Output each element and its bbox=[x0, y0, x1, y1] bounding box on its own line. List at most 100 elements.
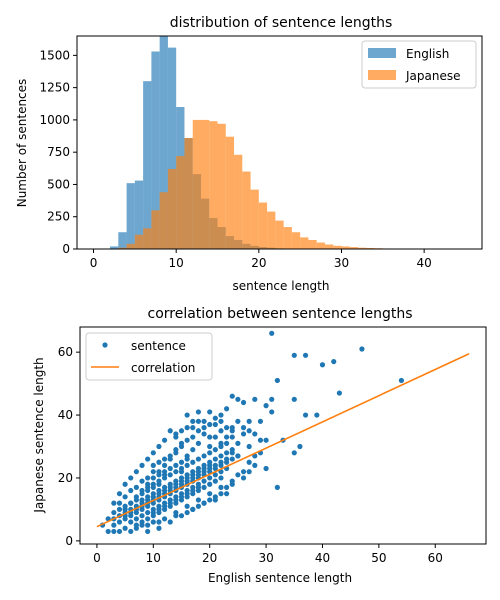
scatter-point bbox=[128, 487, 134, 494]
scatter-point bbox=[173, 462, 179, 468]
scatter-point bbox=[201, 469, 207, 475]
scatter-point bbox=[224, 456, 230, 462]
legend: English Japanese bbox=[361, 40, 477, 89]
y-axis-ticks: 0 20 40 60 bbox=[58, 345, 80, 548]
y-tick-label: 750 bbox=[47, 145, 70, 159]
scatter-point bbox=[240, 425, 247, 431]
scatter-point bbox=[252, 462, 258, 468]
scatter-point bbox=[139, 462, 145, 468]
scatter-point bbox=[269, 330, 275, 336]
scatter-point bbox=[150, 519, 156, 525]
chart-title: correlation between sentence lengths bbox=[148, 306, 413, 322]
scatter-point bbox=[246, 428, 252, 434]
scatter-point bbox=[184, 425, 190, 431]
scatter-point bbox=[201, 478, 207, 484]
scatter-point bbox=[235, 472, 241, 478]
scatter-point bbox=[128, 519, 134, 525]
y-axis-ticks: 0 250 500 750 1000 1250 1500 bbox=[39, 48, 77, 256]
scatter-point bbox=[302, 352, 309, 358]
scatter-point bbox=[122, 503, 128, 509]
scatter-point bbox=[116, 506, 123, 513]
scatter-point bbox=[229, 425, 235, 431]
scatter-point bbox=[246, 418, 252, 424]
scatter-point bbox=[207, 497, 213, 503]
histogram-bar bbox=[134, 180, 144, 249]
scatter-point bbox=[212, 415, 218, 421]
scatter-point bbox=[150, 450, 156, 456]
scatter-point bbox=[201, 484, 207, 490]
scatter-point bbox=[184, 412, 190, 418]
histogram-bar bbox=[209, 121, 218, 249]
scatter-point bbox=[201, 431, 207, 437]
scatter-point bbox=[229, 456, 235, 462]
x-axis-label: English sentence length bbox=[208, 571, 352, 585]
scatter-point bbox=[314, 412, 320, 418]
scatter-point bbox=[139, 491, 145, 497]
scatter-point bbox=[145, 528, 151, 535]
scatter-point bbox=[212, 421, 218, 428]
histogram-bar bbox=[291, 232, 301, 249]
legend-label-correlation: correlation bbox=[131, 361, 195, 375]
y-tick-label: 40 bbox=[58, 408, 73, 422]
x-tick-label: 10 bbox=[169, 256, 184, 270]
scatter-point bbox=[207, 450, 213, 456]
scatter-point bbox=[218, 484, 224, 490]
y-tick-label: 250 bbox=[47, 210, 70, 224]
scatter-point bbox=[156, 459, 162, 465]
scatter-point bbox=[111, 509, 117, 516]
scatter-point bbox=[156, 443, 162, 450]
scatter-point bbox=[128, 528, 134, 535]
scatter-point bbox=[195, 472, 202, 478]
y-tick-label: 60 bbox=[58, 345, 73, 359]
scatter-point bbox=[156, 506, 162, 513]
scatter-point bbox=[145, 475, 151, 481]
x-axis-label: sentence length bbox=[233, 279, 330, 293]
scatter-point bbox=[139, 478, 145, 484]
scatter-point bbox=[167, 428, 173, 434]
scatter-point bbox=[161, 456, 168, 462]
scatter-point bbox=[178, 494, 185, 500]
scatter-point bbox=[240, 475, 247, 481]
scatter-point bbox=[133, 522, 139, 528]
chart-title: distribution of sentence lengths bbox=[170, 15, 393, 31]
scatter-point bbox=[150, 484, 156, 490]
scatter-point bbox=[201, 425, 207, 431]
scatter-point bbox=[207, 434, 213, 440]
scatter-point bbox=[212, 472, 218, 478]
histogram-bar bbox=[159, 36, 168, 249]
scatter-point bbox=[190, 434, 196, 440]
scatter-point bbox=[145, 456, 151, 462]
scatter-point bbox=[190, 425, 196, 431]
x-tick-label: 40 bbox=[417, 256, 432, 270]
scatter-point bbox=[190, 475, 196, 481]
scatter-point bbox=[319, 362, 326, 368]
scatter-point bbox=[195, 418, 202, 424]
scatter-point bbox=[161, 462, 168, 468]
scatter-point bbox=[105, 528, 111, 535]
scatter-point bbox=[184, 478, 190, 484]
scatter-point bbox=[224, 484, 230, 490]
histogram-bar bbox=[225, 136, 235, 249]
y-tick-label: 0 bbox=[62, 242, 70, 256]
scatter-point bbox=[218, 453, 224, 459]
scatter-point bbox=[336, 390, 342, 396]
scatter-point bbox=[274, 377, 280, 384]
scatter-point bbox=[263, 403, 269, 409]
scatter-point bbox=[195, 484, 202, 490]
scatter-point bbox=[224, 406, 230, 412]
y-tick-label: 1250 bbox=[39, 81, 70, 95]
scatter-point bbox=[246, 443, 252, 450]
scatter-point bbox=[240, 431, 247, 437]
scatter-point bbox=[207, 409, 213, 415]
histogram-bar bbox=[192, 119, 201, 249]
x-tick-label: 20 bbox=[202, 551, 217, 565]
scatter-point bbox=[240, 399, 247, 406]
scatter-point bbox=[246, 459, 252, 465]
scatter-point bbox=[139, 519, 145, 525]
scatter-point bbox=[150, 469, 156, 475]
scatter-point bbox=[257, 418, 264, 424]
scatter-point bbox=[167, 472, 173, 478]
scatter-point bbox=[133, 516, 139, 522]
scatter-point bbox=[145, 516, 151, 522]
